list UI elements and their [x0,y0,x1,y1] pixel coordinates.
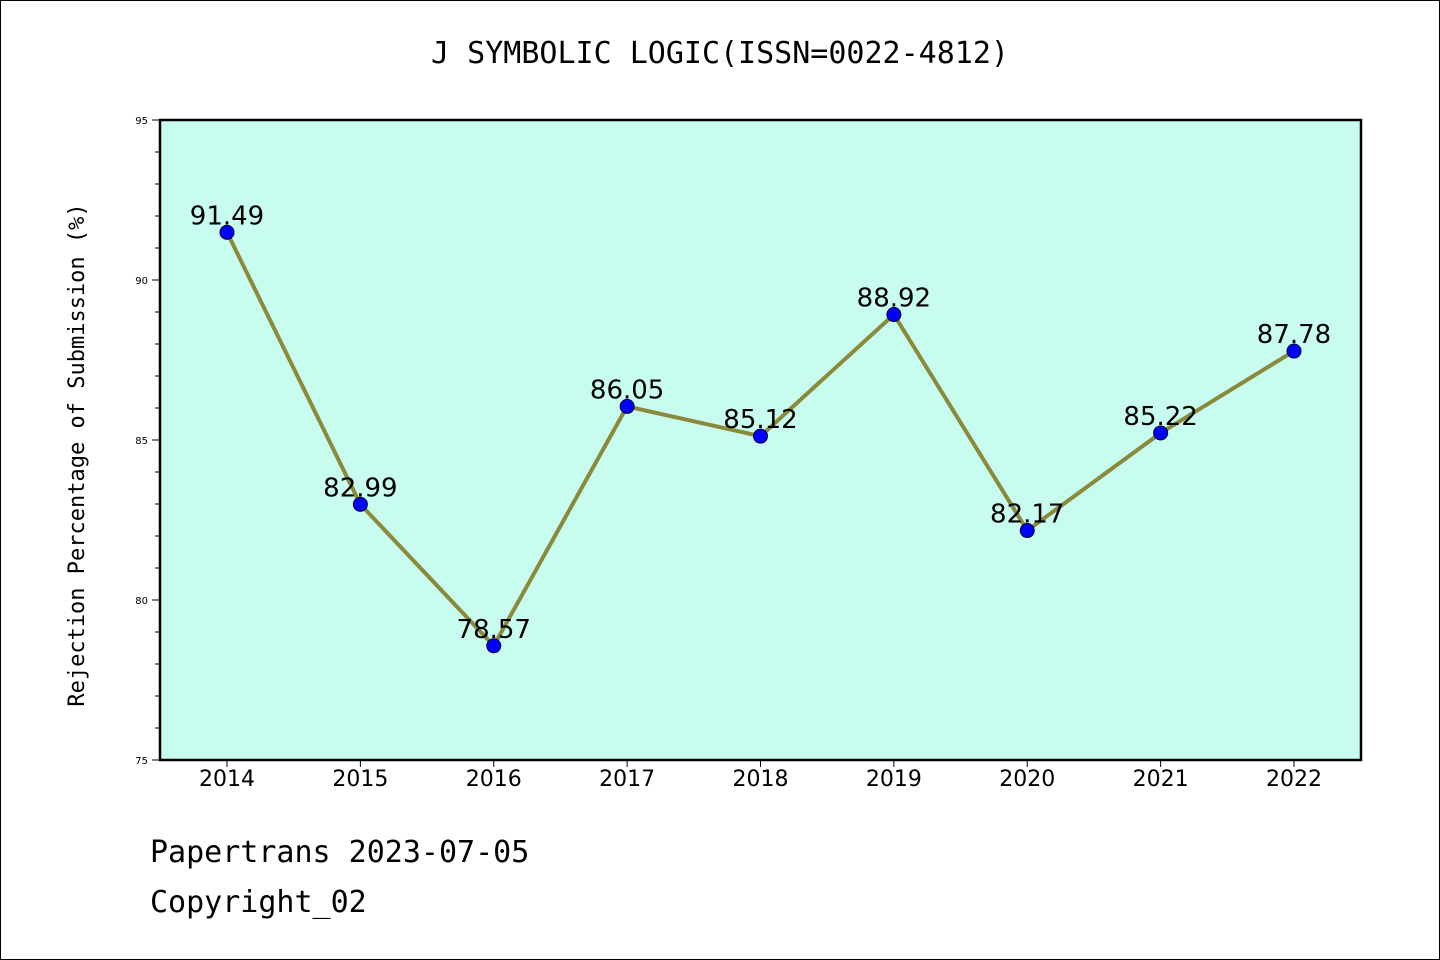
x-tick-label: 2015 [332,767,388,792]
y-axis: 75 80 85 90 95 [135,116,160,767]
data-label: 86.05 [590,375,664,405]
data-point [1286,343,1302,359]
data-label: 91.49 [190,201,264,231]
data-point [619,398,635,414]
data-label: 82.17 [990,500,1064,530]
y-tick-label: 90 [135,276,148,287]
data-label: 82.99 [323,473,397,503]
x-tick-label: 2021 [1133,767,1189,792]
plot-border [158,118,1363,762]
data-label: 85.22 [1123,402,1197,432]
data-label: 85.12 [723,405,797,435]
x-tick-label: 2016 [466,767,522,792]
y-tick-label: 80 [135,596,148,607]
footer-date: Papertrans 2023-07-05 [150,835,530,870]
data-point [486,638,502,654]
y-axis-label: Rejection Percentage of Submission (%) [65,203,90,706]
data-point [1019,523,1035,539]
data-point [1153,425,1169,441]
data-label: 88.92 [857,284,931,314]
data-point [219,224,235,240]
x-tick-label: 2022 [1266,767,1322,792]
x-tick-label: 2020 [999,767,1055,792]
x-tick-label: 2019 [866,767,922,792]
x-tick-label: 2017 [599,767,655,792]
y-tick-label: 95 [135,116,148,127]
data-point [352,496,368,512]
data-label: 78.57 [457,615,531,645]
y-tick-label: 75 [135,756,148,767]
series-markers [219,224,1302,654]
data-point [753,428,768,444]
data-point [886,307,902,323]
x-axis: 2014 2015 2016 2017 2018 2019 2020 2021 2022 [199,760,1322,792]
chart-title: J SYMBOLIC LOGIC(ISSN=0022-4812) [431,36,1009,71]
y-tick-label: 85 [135,436,148,447]
x-tick-label: 2014 [199,767,255,792]
x-tick-label: 2018 [733,767,789,792]
data-labels: 91.49 82.99 78.57 86.05 85.12 88.92 82.17 85.22… [190,201,1331,644]
footer-copyright: Copyright_02 [150,885,367,920]
data-label: 87.78 [1257,320,1331,350]
